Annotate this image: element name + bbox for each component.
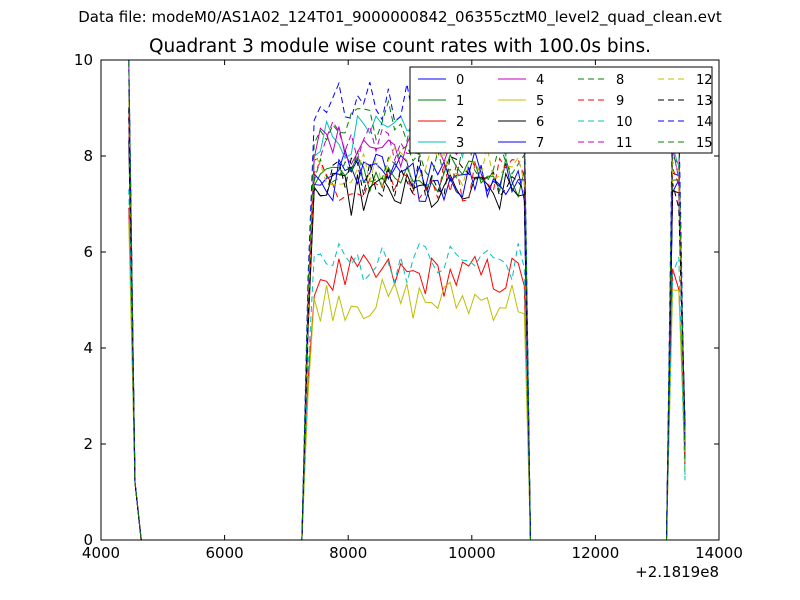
- series-line-3: [128, 60, 686, 540]
- series-line-4: [128, 63, 686, 540]
- y-tick-label: 10: [74, 51, 93, 69]
- x-tick-label: 8000: [329, 544, 367, 562]
- legend-label-2: 2: [456, 115, 464, 130]
- legend-label-13: 13: [696, 94, 713, 109]
- x-tick-label: 4000: [82, 544, 120, 562]
- series-line-1: [128, 88, 686, 540]
- series-line-13: [128, 107, 686, 540]
- series-line-12: [128, 100, 686, 540]
- series-line-8: [128, 78, 686, 540]
- series-layer: [128, 60, 686, 540]
- x-tick-label: 10000: [448, 544, 496, 562]
- y-tick-label: 6: [83, 243, 93, 261]
- chart-title: Quadrant 3 module wise count rates with …: [148, 36, 652, 57]
- y-tick-label: 0: [83, 531, 93, 549]
- legend-label-14: 14: [696, 115, 713, 130]
- y-tick-label: 4: [83, 339, 93, 357]
- series-line-11: [128, 69, 686, 540]
- legend-label-3: 3: [456, 136, 464, 151]
- legend-label-5: 5: [536, 94, 544, 109]
- series-line-5: [128, 223, 686, 540]
- series-line-2: [128, 207, 686, 540]
- legend-label-9: 9: [616, 94, 624, 109]
- figure-suptitle: Data file: modeM0/AS1A02_124T01_90000008…: [78, 8, 722, 26]
- axes-layer: 4000 6000 8000 10000 12000 140000246810+2.181…: [74, 51, 743, 581]
- x-offset-label: +2.1819e8: [635, 563, 719, 581]
- series-line-15: [128, 61, 686, 540]
- series-line-9: [128, 114, 686, 540]
- legend-label-0: 0: [456, 73, 464, 88]
- series-line-6: [128, 140, 686, 540]
- legend-label-15: 15: [696, 136, 713, 151]
- legend-label-10: 10: [616, 115, 633, 130]
- legend-box: [409, 66, 713, 154]
- legend-label-6: 6: [536, 115, 544, 130]
- axes-frame: [100, 59, 720, 541]
- x-tick-label: 6000: [206, 544, 244, 562]
- legend-label-12: 12: [696, 73, 713, 88]
- legend-label-1: 1: [456, 94, 464, 109]
- x-tick-label: 12000: [572, 544, 620, 562]
- series-line-10: [128, 189, 686, 540]
- y-tick-label: 8: [83, 147, 93, 165]
- legend-label-8: 8: [616, 73, 624, 88]
- y-tick-label: 2: [83, 435, 93, 453]
- legend-label-4: 4: [536, 73, 544, 88]
- x-tick-label: 14000: [695, 544, 743, 562]
- series-line-7: [128, 118, 686, 540]
- legend-label-11: 11: [616, 136, 633, 151]
- legend-label-7: 7: [536, 136, 544, 151]
